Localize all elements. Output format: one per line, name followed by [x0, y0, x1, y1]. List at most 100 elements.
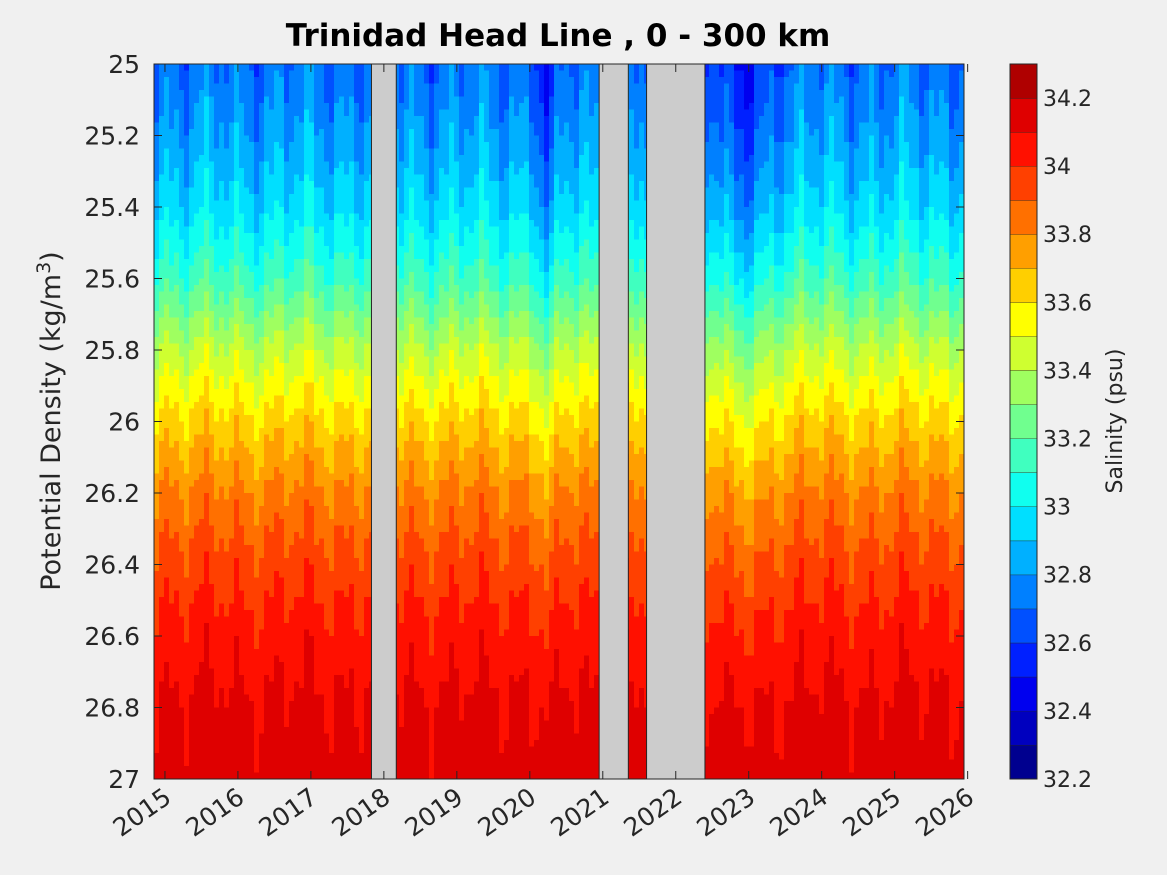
- contour-cell: [324, 343, 330, 351]
- contour-cell: [359, 382, 365, 390]
- contour-cell: [194, 603, 200, 611]
- contour-cell: [204, 551, 210, 559]
- contour-cell: [249, 551, 255, 559]
- contour-cell: [349, 577, 355, 585]
- contour-cell: [229, 330, 235, 338]
- contour-cell: [314, 597, 320, 605]
- contour-cell: [174, 395, 180, 403]
- contour-cell: [349, 233, 355, 241]
- contour-cell: [304, 363, 310, 371]
- contour-cell: [279, 733, 285, 741]
- contour-cell: [334, 96, 340, 104]
- contour-cell: [219, 688, 225, 696]
- contour-cell: [214, 473, 220, 481]
- contour-cell: [199, 467, 205, 475]
- contour-cell: [299, 447, 305, 455]
- contour-cell: [219, 64, 225, 72]
- contour-cell: [224, 200, 230, 208]
- contour-cell: [314, 447, 320, 455]
- contour-cell: [319, 434, 325, 442]
- contour-cell: [244, 90, 250, 98]
- contour-cell: [229, 96, 235, 104]
- contour-cell: [194, 434, 200, 442]
- contour-cell: [314, 558, 320, 566]
- contour-cell: [324, 317, 330, 325]
- contour-cell: [219, 532, 225, 540]
- contour-cell: [204, 200, 210, 208]
- contour-cell: [204, 532, 210, 540]
- contour-cell: [324, 369, 330, 377]
- contour-cell: [294, 655, 300, 663]
- contour-cell: [169, 376, 175, 384]
- contour-cell: [219, 707, 225, 715]
- contour-cell: [234, 759, 240, 767]
- contour-cell: [314, 688, 320, 696]
- contour-cell: [254, 155, 260, 163]
- contour-cell: [339, 636, 345, 644]
- contour-cell: [334, 350, 340, 358]
- contour-cell: [359, 603, 365, 611]
- contour-cell: [189, 187, 195, 195]
- contour-cell: [274, 311, 280, 319]
- contour-cell: [229, 759, 235, 767]
- contour-cell: [299, 675, 305, 683]
- contour-cell: [224, 363, 230, 371]
- contour-cell: [299, 707, 305, 715]
- contour-cell: [354, 291, 360, 299]
- contour-cell: [224, 116, 230, 124]
- contour-cell: [304, 642, 310, 650]
- contour-cell: [339, 772, 345, 779]
- contour-cell: [329, 161, 335, 169]
- contour-cell: [179, 733, 185, 741]
- contour-cell: [189, 200, 195, 208]
- contour-cell: [279, 272, 285, 280]
- contour-cell: [159, 246, 165, 254]
- contour-cell: [159, 96, 165, 104]
- contour-cell: [359, 239, 365, 247]
- contour-cell: [224, 688, 230, 696]
- contour-cell: [329, 499, 335, 507]
- contour-cell: [229, 629, 235, 637]
- contour-cell: [364, 129, 370, 137]
- contour-cell: [204, 148, 210, 156]
- contour-cell: [169, 252, 175, 260]
- contour-cell: [284, 610, 290, 618]
- contour-cell: [199, 434, 205, 442]
- contour-cell: [314, 577, 320, 585]
- contour-cell: [314, 233, 320, 241]
- contour-cell: [199, 194, 205, 202]
- contour-cell: [329, 766, 335, 774]
- contour-cell: [344, 551, 350, 559]
- contour-cell: [169, 187, 175, 195]
- contour-cell: [334, 668, 340, 676]
- contour-cell: [284, 519, 290, 527]
- contour-cell: [354, 675, 360, 683]
- contour-cell: [329, 759, 335, 767]
- contour-cell: [324, 103, 330, 111]
- contour-cell: [214, 103, 220, 111]
- contour-cell: [364, 317, 370, 325]
- contour-cell: [219, 291, 225, 299]
- contour-cell: [269, 766, 275, 774]
- contour-cell: [269, 233, 275, 241]
- contour-cell: [219, 252, 225, 260]
- contour-cell: [254, 688, 260, 696]
- contour-cell: [349, 369, 355, 377]
- contour-cell: [274, 90, 280, 98]
- contour-cell: [309, 616, 315, 624]
- contour-cell: [209, 376, 215, 384]
- contour-cell: [179, 727, 185, 735]
- contour-cell: [154, 473, 160, 481]
- contour-cell: [269, 740, 275, 748]
- contour-cell: [234, 200, 240, 208]
- contour-cell: [154, 96, 160, 104]
- contour-cell: [319, 694, 325, 702]
- contour-cell: [299, 558, 305, 566]
- contour-cell: [329, 142, 335, 150]
- contour-cell: [294, 480, 300, 488]
- contour-cell: [194, 408, 200, 416]
- contour-cell: [319, 499, 325, 507]
- contour-cell: [349, 155, 355, 163]
- contour-cell: [289, 454, 295, 462]
- contour-cell: [244, 382, 250, 390]
